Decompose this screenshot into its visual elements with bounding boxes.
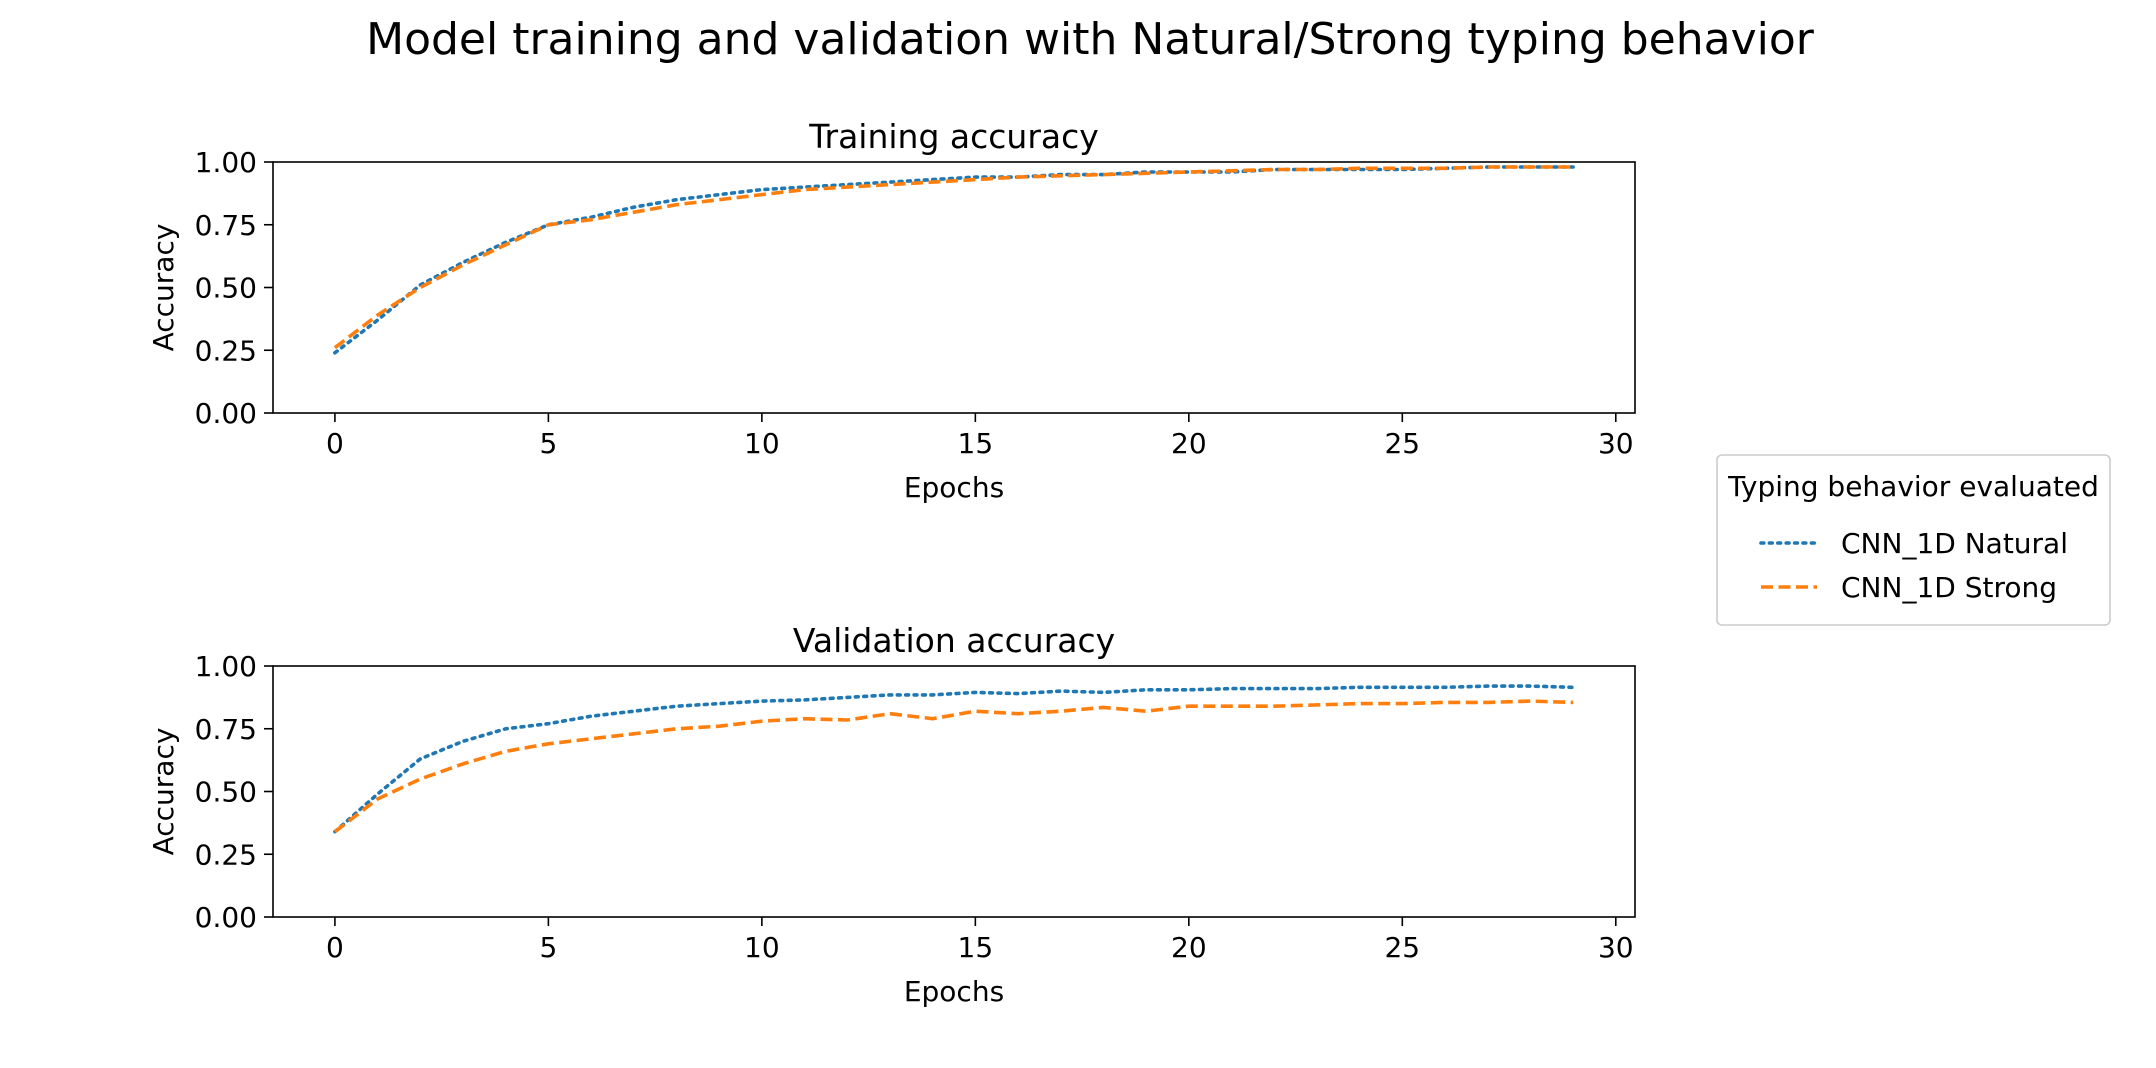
x-tick-label: 25 bbox=[1384, 931, 1420, 964]
subplot-1: Training accuracy 0 5 10 15 20 25 30 0.00 0.25 0.5… bbox=[147, 117, 1636, 504]
series-line-cnn-1d-natural bbox=[333, 165, 1575, 355]
y-axis-label: Accuracy bbox=[147, 224, 180, 352]
y-tick-label: 0.75 bbox=[195, 209, 257, 242]
x-tick-label: 10 bbox=[744, 931, 780, 964]
y-tick-label: 0.25 bbox=[195, 334, 257, 367]
x-tick-label: 20 bbox=[1171, 427, 1207, 460]
y-tick-label: 0.00 bbox=[195, 397, 257, 430]
x-axis-label: Epochs bbox=[904, 471, 1004, 504]
series-line-cnn-1d-strong bbox=[333, 165, 1574, 350]
y-tick-label: 0.00 bbox=[195, 901, 257, 934]
y-tick-label: 0.25 bbox=[195, 838, 257, 871]
x-tick-label: 30 bbox=[1598, 931, 1634, 964]
y-tick-label: 0.75 bbox=[195, 713, 257, 746]
y-tick-label: 0.50 bbox=[195, 776, 257, 809]
x-tick-label: 5 bbox=[539, 931, 557, 964]
legend-entry-label: CNN_1D Strong bbox=[1841, 571, 2057, 604]
x-tick-label: 15 bbox=[958, 931, 994, 964]
y-tick-label: 1.00 bbox=[195, 146, 257, 179]
y-tick-label: 0.50 bbox=[195, 272, 257, 305]
subplot-title: Training accuracy bbox=[808, 117, 1099, 156]
figure-title: Model training and validation with Natur… bbox=[366, 14, 1815, 65]
subplot-title: Validation accuracy bbox=[793, 621, 1115, 660]
x-tick-label: 10 bbox=[744, 427, 780, 460]
series-line-cnn-1d-strong bbox=[333, 699, 1574, 834]
legend-frame bbox=[1716, 454, 2111, 626]
x-tick-label: 30 bbox=[1598, 427, 1634, 460]
x-tick-label: 15 bbox=[958, 427, 994, 460]
legend-entry-label: CNN_1D Natural bbox=[1841, 527, 2068, 560]
series-line-cnn-1d-natural bbox=[333, 684, 1575, 834]
x-axis-label: Epochs bbox=[904, 975, 1004, 1008]
plot-frame bbox=[272, 161, 1636, 414]
x-tick-label: 20 bbox=[1171, 931, 1207, 964]
x-tick-label: 0 bbox=[326, 931, 344, 964]
legend: Typing behavior evaluated CNN_1D Natural C… bbox=[1716, 454, 2111, 626]
subplot-2: Validation accuracy 0 5 10 15 20 25 30 0.00 0.25 0… bbox=[147, 621, 1636, 1008]
plot-frame bbox=[272, 665, 1636, 918]
x-tick-label: 25 bbox=[1384, 427, 1420, 460]
x-tick-label: 5 bbox=[539, 427, 557, 460]
legend-title: Typing behavior evaluated bbox=[1727, 470, 2099, 503]
y-axis-label: Accuracy bbox=[147, 728, 180, 856]
x-tick-label: 0 bbox=[326, 427, 344, 460]
y-tick-label: 1.00 bbox=[195, 650, 257, 683]
